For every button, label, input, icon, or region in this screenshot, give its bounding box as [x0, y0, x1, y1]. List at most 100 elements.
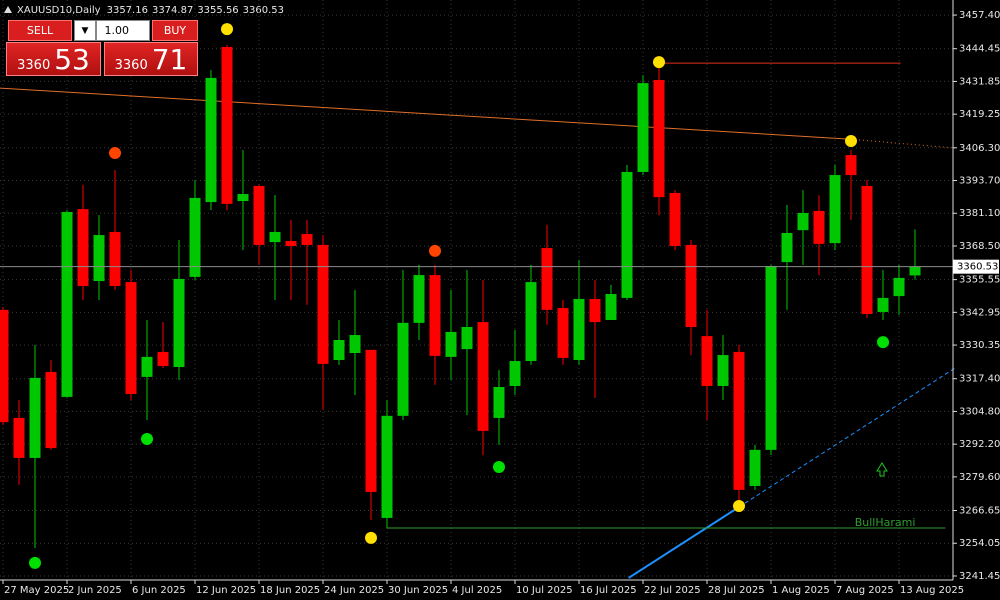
collapse-icon[interactable] [4, 6, 12, 13]
symbol: XAUUSD10,Daily [17, 5, 101, 16]
candle-body [605, 294, 617, 320]
y-tick-label: 3393.70 [959, 176, 1000, 187]
signal-dot [109, 146, 121, 159]
candle-body [669, 192, 681, 246]
y-tick-label: 3279.60 [959, 472, 1000, 483]
candle-body [429, 275, 441, 356]
candle-body [765, 265, 777, 450]
candle-body [445, 331, 457, 357]
y-tick-label: 3444.45 [959, 44, 1000, 55]
candle-body [909, 266, 921, 276]
candle-body [365, 349, 377, 492]
x-tick-label: 30 Jun 2025 [388, 585, 448, 596]
y-tick-label: 3304.80 [959, 406, 1000, 417]
candle-body [557, 308, 569, 358]
candle-body [253, 185, 265, 245]
candle-body [781, 232, 793, 263]
candle-body [461, 327, 473, 350]
candle-body [573, 298, 585, 360]
header-high: 3374.87 [152, 5, 193, 16]
candle-body [653, 80, 665, 198]
signal-dot [877, 336, 889, 349]
lot-dropdown[interactable]: ▼ [74, 20, 96, 41]
y-tick-label: 3342.95 [959, 307, 1000, 318]
signal-dot [653, 56, 665, 69]
x-tick-label: 18 Jun 2025 [260, 585, 320, 596]
candle-body [749, 449, 761, 486]
candle-body [589, 298, 601, 323]
candle-body [733, 351, 745, 490]
signal-dot [493, 461, 505, 474]
y-tick-label: 3381.10 [959, 208, 1000, 219]
x-tick-label: 13 Aug 2025 [900, 585, 964, 596]
trend-line [0, 87, 852, 140]
candle-body [381, 415, 393, 518]
x-tick-label: 6 Jun 2025 [132, 585, 186, 596]
x-tick-label: 27 May 2025 [4, 585, 69, 596]
x-tick-label: 4 Jul 2025 [452, 585, 502, 596]
candle-body [125, 282, 137, 395]
candle-body [813, 210, 825, 244]
candle-body [61, 211, 73, 397]
symbol-header: XAUUSD10,Daily 3357.16 3374.87 3355.56 3360.… [17, 5, 284, 16]
signal-dot [141, 432, 153, 445]
x-tick-label: 12 Jun 2025 [196, 585, 256, 596]
candle-body [333, 340, 345, 360]
x-tick-label: 7 Aug 2025 [836, 585, 894, 596]
signal-dot [221, 23, 233, 36]
candle-body [109, 231, 121, 286]
candle-body [157, 351, 169, 366]
candle-body [701, 336, 713, 386]
candle-body [285, 241, 297, 246]
ask-price[interactable]: 3360 71 [104, 42, 198, 76]
lot-input[interactable]: 1.00 [96, 20, 150, 41]
trend-line [628, 506, 740, 579]
candle-body [717, 355, 729, 386]
signal-dot [365, 531, 377, 544]
candle-body [189, 197, 201, 277]
candle-body [413, 275, 425, 323]
y-tick-label: 3368.50 [959, 241, 1000, 252]
x-tick-label: 1 Aug 2025 [772, 585, 830, 596]
candle-body [205, 77, 217, 203]
y-tick-label: 3431.85 [959, 76, 1000, 87]
candle-body [29, 377, 41, 458]
bid-pips: 53 [54, 43, 90, 76]
y-tick-label: 3419.25 [959, 109, 1000, 120]
last-price-label: 3360.53 [957, 262, 998, 273]
candle-body [269, 231, 281, 243]
last-price-box [953, 259, 999, 274]
candle-body [141, 356, 153, 377]
signal-dot [845, 135, 857, 148]
y-tick-label: 3241.45 [959, 571, 1000, 582]
sell-button[interactable]: SELL [8, 20, 72, 41]
candle-body [93, 235, 105, 282]
trend-line [738, 367, 956, 508]
signal-dot [733, 499, 745, 512]
candle-body [397, 322, 409, 416]
signal-dot [429, 244, 441, 257]
buy-button[interactable]: BUY [152, 20, 198, 41]
candle-body [0, 309, 9, 423]
y-tick-label: 3457.40 [959, 10, 1000, 21]
header-open: 3357.16 [107, 5, 148, 16]
candle-body [237, 194, 249, 202]
x-tick-label: 28 Jul 2025 [708, 585, 765, 596]
candle-body [893, 277, 905, 297]
bid-price[interactable]: 3360 53 [6, 42, 101, 76]
candle-body [541, 248, 553, 310]
y-tick-label: 3317.40 [959, 374, 1000, 385]
candle-body [797, 212, 809, 231]
candle-body [221, 47, 233, 204]
trend-line [850, 138, 956, 149]
y-tick-label: 3355.55 [959, 275, 1000, 286]
ask-pips: 71 [151, 43, 188, 76]
candle-body [861, 185, 873, 315]
candle-body [301, 234, 313, 245]
ask-big: 3360 [114, 58, 148, 73]
x-tick-label: 16 Jul 2025 [580, 585, 637, 596]
pattern-label: BullHarami [855, 516, 916, 529]
candle-body [525, 282, 537, 362]
candle-body [493, 387, 505, 418]
